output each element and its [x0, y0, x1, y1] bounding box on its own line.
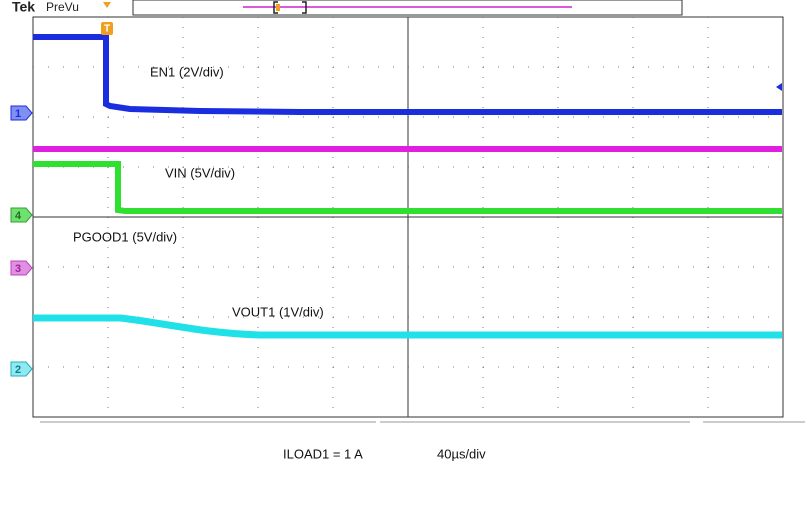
ch4-marker	[10, 207, 33, 223]
pgood1-label: PGOOD1 (5V/div)	[73, 229, 177, 244]
trigger-label: T	[104, 24, 110, 35]
trigger-pos	[276, 4, 280, 11]
trigger-arrow	[103, 2, 111, 8]
ch3-marker	[10, 260, 33, 276]
brand: Tek	[12, 0, 35, 15]
waveform-vout1	[33, 314, 782, 339]
vout1-label: VOUT1 (1V/div)	[232, 304, 324, 319]
vin-label: VIN (5V/div)	[165, 165, 235, 180]
ch2-marker-label: 2	[15, 364, 21, 376]
mode: PreVu	[46, 0, 79, 14]
graticule	[32, 16, 784, 418]
ch2-marker	[10, 361, 33, 377]
en1-label: EN1 (2V/div)	[150, 64, 224, 79]
ch3-marker-label: 3	[15, 263, 21, 275]
load-label: ILOAD1 = 1 A	[283, 446, 363, 461]
ch4-marker-label: 4	[15, 210, 22, 222]
timebase-label: 40µs/div	[437, 446, 486, 461]
waveform-pgood1	[33, 161, 782, 214]
ch1-marker	[10, 105, 33, 121]
waveform-en1	[33, 34, 782, 115]
view-bracket	[273, 1, 307, 14]
level-arrow	[776, 83, 782, 91]
ch1-marker-label: 1	[15, 108, 21, 120]
trigger-badge	[101, 22, 113, 35]
